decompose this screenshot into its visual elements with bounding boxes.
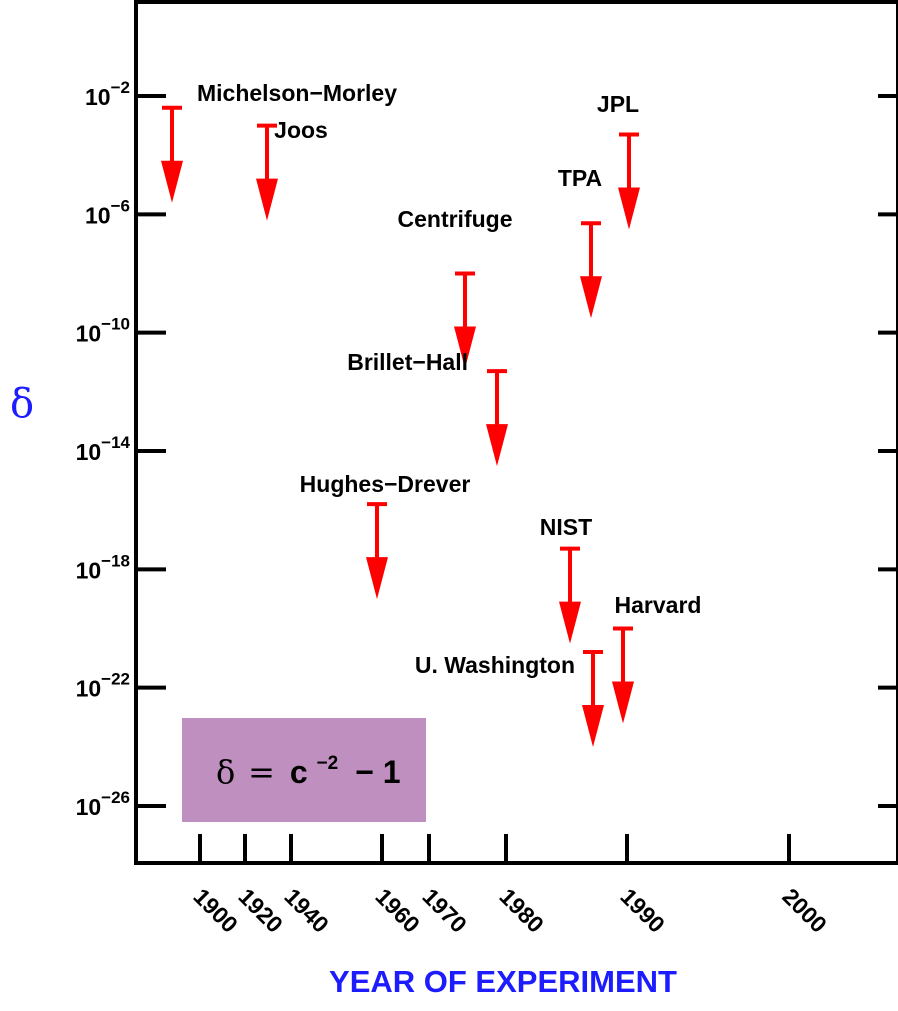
y-tick-labels: 10−2 10−6 10−10 10−14 10−18 10−22 10−26 [76, 78, 131, 820]
formula-equals: = [248, 753, 275, 791]
x-tick-label: 1980 [494, 883, 549, 938]
x-tick-marks [198, 834, 791, 863]
experiment-label: Joos [274, 117, 328, 143]
experiment-label: JPL [597, 91, 639, 117]
y-tick-marks [136, 94, 898, 808]
y-tick-label: 10−26 [76, 788, 130, 820]
x-tick-label: 1940 [279, 883, 334, 938]
x-tick-label: 1900 [188, 883, 243, 938]
y-tick-label: 10−10 [76, 315, 130, 347]
y-tick-label: 10−6 [85, 196, 130, 228]
experiment-label: Harvard [615, 592, 702, 618]
experiment-label: Centrifuge [398, 206, 513, 232]
y-tick-label: 10−22 [76, 670, 130, 702]
limit-arrow [256, 123, 278, 221]
formula-box [182, 718, 426, 822]
x-tick-label: 1920 [233, 883, 288, 938]
formula-annotation: δ = c −2 − 1 [182, 718, 426, 822]
x-tick-label: 1970 [417, 883, 472, 938]
formula-text: δ = c −2 − 1 [216, 740, 400, 791]
y-axis-title: δ [10, 381, 34, 427]
x-tick-label: 1960 [370, 883, 425, 938]
limit-arrow [454, 271, 476, 369]
limit-arrow [161, 105, 183, 203]
experiment-label: NIST [540, 514, 592, 540]
formula-delta: δ [216, 753, 235, 791]
formula-exponent: −2 [317, 753, 339, 774]
experiment-label: TPA [558, 165, 602, 191]
limit-arrow [559, 546, 581, 644]
plot-frame [134, 0, 898, 865]
y-tick-label: 10−14 [76, 433, 131, 465]
y-tick-label: 10−2 [85, 78, 130, 110]
x-tick-label: 1990 [615, 883, 670, 938]
experiment-label: Hughes−Drever [300, 471, 471, 497]
data-labels: Michelson−Morley Joos Centrifuge Brillet−Ha… [197, 80, 701, 678]
data-arrows [161, 105, 640, 748]
limit-arrow [612, 626, 634, 724]
x-axis-title: YEAR OF EXPERIMENT [329, 964, 677, 999]
experiment-label: U. Washington [415, 652, 575, 678]
limit-arrow [366, 502, 388, 600]
limit-arrow [580, 221, 602, 319]
formula-c: c [290, 754, 308, 790]
experiment-label: Michelson−Morley [197, 80, 397, 106]
experiment-label: Brillet−Hall [347, 349, 468, 375]
limit-arrow [486, 369, 508, 467]
limit-arrow [582, 650, 604, 748]
y-tick-label: 10−18 [76, 551, 130, 583]
limit-arrow [618, 132, 640, 230]
formula-rest: − 1 [355, 754, 400, 790]
x-tick-label: 2000 [777, 883, 832, 938]
